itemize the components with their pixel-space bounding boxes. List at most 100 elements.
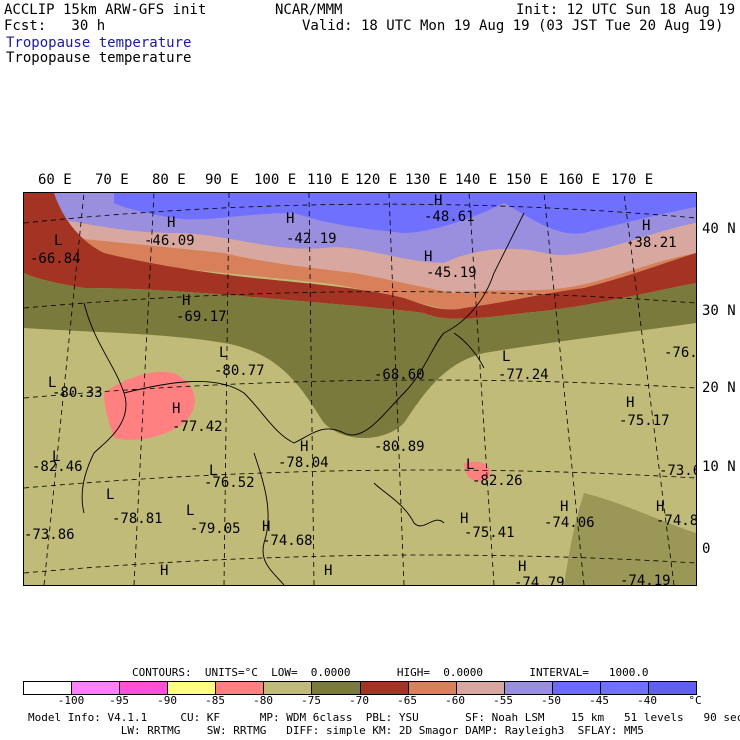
shade-minus65 [24, 193, 696, 319]
legend-tick-label: -65 [397, 694, 417, 707]
contour-value-label: -76. [664, 345, 697, 361]
high-marker: H [324, 563, 333, 579]
contour-value-label: -68.60 [374, 367, 425, 383]
high-marker: H [286, 211, 295, 227]
legend-tick-label: -75 [301, 694, 321, 707]
legend-swatch [552, 682, 601, 694]
legend-tick-label: -50 [541, 694, 561, 707]
legend-tick-label: -95 [109, 694, 129, 707]
contour-value-label: -75.17 [619, 413, 670, 429]
legend-swatch [600, 682, 650, 694]
latitude-label: 20 N [702, 380, 736, 396]
longitude-label: 140 E [455, 172, 498, 188]
contour-value-label: -73.6 [659, 463, 697, 479]
legend-swatch [360, 682, 409, 694]
contour-value-label: -79.05 [190, 521, 241, 537]
longitude-label: 110 E [307, 172, 350, 188]
legend-tick-label: -45 [589, 694, 609, 707]
high-marker: H [262, 519, 271, 535]
legend-swatch [24, 682, 73, 694]
legend-swatch [649, 682, 697, 694]
shade-minus70 [24, 273, 696, 438]
low-marker: L [502, 349, 511, 365]
contour-value-label: -45.19 [426, 265, 477, 281]
longitude-label: 160 E [558, 172, 601, 188]
legend-tick-label: -100 [57, 694, 85, 707]
contour-value-label: -69.17 [176, 309, 227, 325]
legend-swatch [120, 682, 169, 694]
model-info-line2: LW: RRTMG SW: RRTMG DIFF: simple KM: 2D … [28, 724, 644, 737]
field-title-shaded: Tropopause temperature [6, 35, 192, 51]
low-marker: L [52, 449, 61, 465]
legend-tick-label: -70 [349, 694, 369, 707]
forecast-hour: Fcst: 30 h [4, 18, 106, 34]
contour-value-label: -77.42 [172, 419, 223, 435]
longitude-label: 150 E [506, 172, 549, 188]
low-marker: L [54, 233, 63, 249]
legend-swatch [168, 682, 217, 694]
legend-swatch [264, 682, 313, 694]
map-panel: L -66.84 -46.09 H H -42.19 H -48.61 H -45.19 H -38.… [23, 192, 697, 586]
high-marker: H [182, 293, 191, 309]
longitude-label: 120 E [355, 172, 398, 188]
high-marker: H [626, 395, 635, 411]
contour-value-label: -77.24 [498, 367, 549, 383]
high-marker: H [160, 563, 169, 579]
latitude-label: 40 N [702, 221, 736, 237]
contour-value-label: -74.06 [544, 515, 595, 531]
legend-tick-label: -60 [445, 694, 465, 707]
legend-tick-label: -85 [205, 694, 225, 707]
contour-value-label: -74.79 [514, 575, 565, 586]
contour-value-label: -74.68 [262, 533, 313, 549]
shade-minus80b [464, 461, 491, 482]
high-marker: H [642, 218, 651, 234]
legend-swatch [456, 682, 505, 694]
low-marker: L [219, 345, 228, 361]
contour-value-label: -48.61 [424, 209, 475, 225]
contours-line: CONTOURS: UNITS=°C LOW= 0.0000 HIGH= 0.0… [132, 666, 649, 679]
contour-value-label: -66.84 [30, 251, 81, 267]
legend-tick-label: °C [688, 694, 702, 707]
low-marker: L [106, 487, 115, 503]
shade-minus60 [24, 233, 696, 311]
contour-value-label: -78.04 [278, 455, 329, 471]
color-legend [23, 681, 697, 695]
legend-tick-label: -80 [253, 694, 273, 707]
legend-swatch [216, 682, 265, 694]
contour-value-label: -76.52 [204, 475, 255, 491]
field-title-contour: Tropopause temperature [6, 50, 192, 66]
latitude-label: 10 N [702, 459, 736, 475]
contour-value-label: -42.19 [286, 231, 337, 247]
contour-value-label: -38.21 [626, 235, 677, 251]
shade-minus45 [114, 193, 696, 234]
shade-minus70-south [564, 493, 696, 585]
legend-swatch [504, 682, 553, 694]
org-label: NCAR/MMM [275, 2, 343, 18]
contour-value-label: -80.89 [374, 439, 425, 455]
longitude-label: 70 E [95, 172, 129, 188]
legend-tick-label: -55 [493, 694, 513, 707]
contour-value-label: -78.81 [112, 511, 163, 527]
latitude-label: 30 N [702, 303, 736, 319]
legend-swatch [408, 682, 457, 694]
longitude-label: 80 E [152, 172, 186, 188]
model-title: ACCLIP 15km ARW-GFS init [4, 2, 207, 18]
high-marker: H [424, 249, 433, 265]
contour-value-label: -82.26 [472, 473, 523, 489]
latitude-label: 0 [702, 541, 711, 557]
coastlines [81, 212, 525, 585]
grid-lines [24, 193, 696, 585]
shade-minus80 [104, 371, 195, 440]
legend-tick-label: -40 [637, 694, 657, 707]
contour-value-label: -74.8 [656, 513, 697, 529]
high-marker: H [300, 439, 309, 455]
high-marker: H [172, 401, 181, 417]
low-marker: L [209, 463, 218, 479]
high-marker: H [560, 499, 569, 515]
longitude-label: 170 E [611, 172, 654, 188]
contour-value-label: -80.77 [214, 363, 265, 379]
longitude-label: 130 E [405, 172, 448, 188]
legend-tick-label: -90 [157, 694, 177, 707]
valid-time: Valid: 18 UTC Mon 19 Aug 19 (03 JST Tue … [302, 18, 724, 34]
legend-swatch [72, 682, 121, 694]
